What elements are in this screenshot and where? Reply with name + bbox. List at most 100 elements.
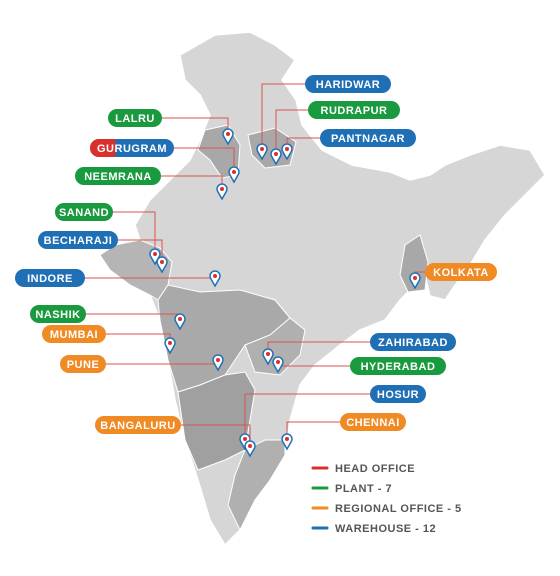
location-badge: BECHARAJI [38, 231, 118, 249]
location-pin [272, 356, 284, 374]
pin-body [270, 148, 282, 166]
location-pin [156, 256, 168, 274]
location-label: NEEMRANA [84, 171, 152, 183]
badge-bg [305, 75, 391, 93]
pin-dot [260, 147, 264, 151]
badge-bg [60, 355, 106, 373]
pin-body [281, 143, 293, 161]
location-label: NASHIK [35, 309, 80, 321]
location-badge: LALRU [108, 109, 162, 127]
location-pin [270, 148, 282, 166]
pin-body [228, 166, 240, 184]
badge-accent-join [99, 139, 116, 157]
location-label: CHENNAI [346, 417, 400, 429]
location-badge: PUNE [60, 355, 106, 373]
badge-bg [425, 263, 497, 281]
pin-dot [216, 358, 220, 362]
pin-body [156, 256, 168, 274]
badge-bg [370, 333, 456, 351]
badge-bg [95, 416, 181, 434]
location-badge: GURUGRAM [90, 139, 174, 157]
pin-dot [266, 352, 270, 356]
badge-bg [370, 385, 426, 403]
pin-body [272, 356, 284, 374]
pin-body [209, 270, 221, 288]
pin-dot [232, 170, 236, 174]
badge-bg [42, 325, 106, 343]
location-badge: NEEMRANA [75, 167, 161, 185]
region-tamil-nadu [227, 439, 286, 532]
location-label: RUDRAPUR [321, 105, 388, 117]
pin-body [281, 433, 293, 451]
leader-line [286, 421, 340, 445]
location-label: HOSUR [377, 389, 419, 401]
pin-body [212, 354, 224, 372]
pin-body [149, 248, 161, 266]
location-badge: ZAHIRABAD [370, 333, 456, 351]
pin-dot [160, 260, 164, 264]
location-badge: MUMBAI [42, 325, 106, 343]
location-pin [222, 128, 234, 146]
badge-bg [320, 129, 416, 147]
location-pin [174, 313, 186, 331]
pin-body [216, 183, 228, 201]
pin-body [262, 348, 274, 366]
location-pin [281, 143, 293, 161]
pin-dot [243, 437, 247, 441]
pin-body [244, 440, 256, 458]
pin-dot [220, 187, 224, 191]
pin-dot [153, 252, 157, 256]
badge-bg [308, 101, 400, 119]
country-shape [98, 31, 546, 547]
location-pin [256, 143, 268, 161]
badge-bg [108, 109, 162, 127]
region-west-bengal [399, 234, 429, 293]
leader-line [275, 109, 308, 160]
legend-label: REGIONAL OFFICE - 5 [335, 503, 462, 515]
badge-bg [55, 203, 113, 221]
location-label: SANAND [59, 207, 109, 219]
location-badge: HOSUR [370, 385, 426, 403]
legend-label: WAREHOUSE - 12 [335, 523, 436, 535]
pin-dot [168, 341, 172, 345]
pin-dot [248, 444, 252, 448]
location-pin [149, 248, 161, 266]
pin-dot [285, 147, 289, 151]
leader-line [244, 393, 370, 445]
badge-bg [15, 269, 85, 287]
location-badge: HYDERABAD [350, 357, 446, 375]
markers: HARIDWAR RUDRAPUR PANTNAGAR LALRU GURUGRAM NE… [15, 75, 497, 535]
badge-bg [75, 167, 161, 185]
location-pin [216, 183, 228, 201]
pin-body [174, 313, 186, 331]
location-badge: PANTNAGAR [320, 129, 416, 147]
location-badge: SANAND [55, 203, 113, 221]
location-label: GURUGRAM [97, 143, 167, 155]
location-label: LALRU [115, 113, 155, 125]
location-label: BANGALURU [100, 420, 175, 432]
location-badge: INDORE [15, 269, 85, 287]
pin-dot [178, 317, 182, 321]
badge-bg [350, 357, 446, 375]
location-label: PANTNAGAR [331, 133, 405, 145]
location-pin [212, 354, 224, 372]
pin-body [256, 143, 268, 161]
location-pin [409, 272, 421, 290]
legend-label: PLANT - 7 [335, 483, 392, 495]
pin-dot [413, 276, 417, 280]
pin-body [164, 337, 176, 355]
location-pin [228, 166, 240, 184]
region-uttarakhand [247, 127, 297, 169]
location-pin [209, 270, 221, 288]
location-badge: CHENNAI [340, 413, 406, 431]
location-badge: BANGALURU [95, 416, 181, 434]
badge-bg [340, 413, 406, 431]
pin-dot [274, 152, 278, 156]
location-label: PUNE [67, 359, 100, 371]
location-badge: HARIDWAR [305, 75, 391, 93]
location-label: INDORE [27, 273, 73, 285]
location-label: MUMBAI [50, 329, 98, 341]
location-pin [262, 348, 274, 366]
location-pin [244, 440, 256, 458]
location-label: ZAHIRABAD [378, 337, 448, 349]
